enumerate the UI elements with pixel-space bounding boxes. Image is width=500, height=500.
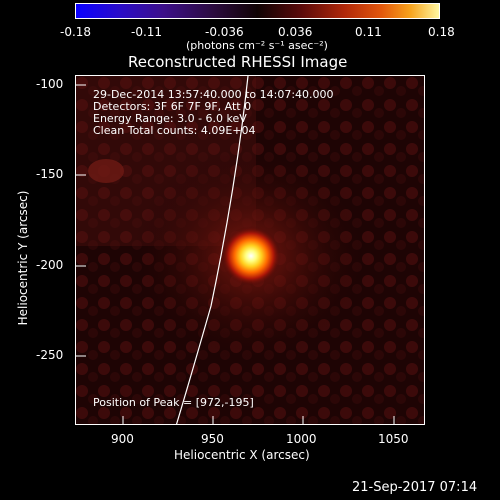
x-tick-label: 1050 (378, 432, 409, 446)
x-tick-label: 900 (111, 432, 134, 446)
annotation-peak-position: Position of Peak = [972,-195] (93, 396, 254, 409)
image-panel: 29-Dec-2014 13:57:40.000 to 14:07:40.000… (75, 75, 425, 425)
colorbar-tick-label: -0.11 (131, 25, 163, 39)
solar-limb-line (175, 76, 249, 424)
colorbar-tick-label: 0.18 (428, 25, 455, 39)
annotation-detectors: Detectors: 3F 6F 7F 9F, Att 0 (93, 100, 252, 113)
colorbar-tick-label: 0.036 (278, 25, 313, 39)
y-tick-label: -100 (36, 77, 64, 91)
rhessi-image (76, 76, 424, 424)
colorbar-tick-label: -0.036 (205, 25, 244, 39)
colorbar-tick-label: 0.11 (355, 25, 382, 39)
x-axis-label: Heliocentric X (arcsec) (174, 448, 310, 462)
annotation-clean-counts: Clean Total counts: 4.09E+04 (93, 124, 256, 137)
x-tick-label: 1000 (286, 432, 317, 446)
annotation-time-range: 29-Dec-2014 13:57:40.000 to 14:07:40.000 (93, 88, 334, 101)
y-tick-label: -250 (36, 348, 64, 362)
colorbar-tick-label: -0.18 (60, 25, 92, 39)
footer-timestamp: 21-Sep-2017 07:14 (352, 480, 478, 495)
y-tick-label: -200 (36, 258, 64, 272)
axis-ticks (76, 84, 395, 424)
y-axis-label: Heliocentric Y (arcsec) (16, 190, 30, 326)
colorbar (75, 3, 440, 19)
colorbar-units: (photons cm⁻² s⁻¹ asec⁻²) (186, 39, 328, 52)
annotation-energy-range: Energy Range: 3.0 - 6.0 keV (93, 112, 247, 125)
source-peak (221, 226, 281, 286)
y-tick-label: -150 (36, 167, 64, 181)
plot-title: Reconstructed RHESSI Image (128, 53, 348, 71)
x-tick-label: 950 (201, 432, 224, 446)
